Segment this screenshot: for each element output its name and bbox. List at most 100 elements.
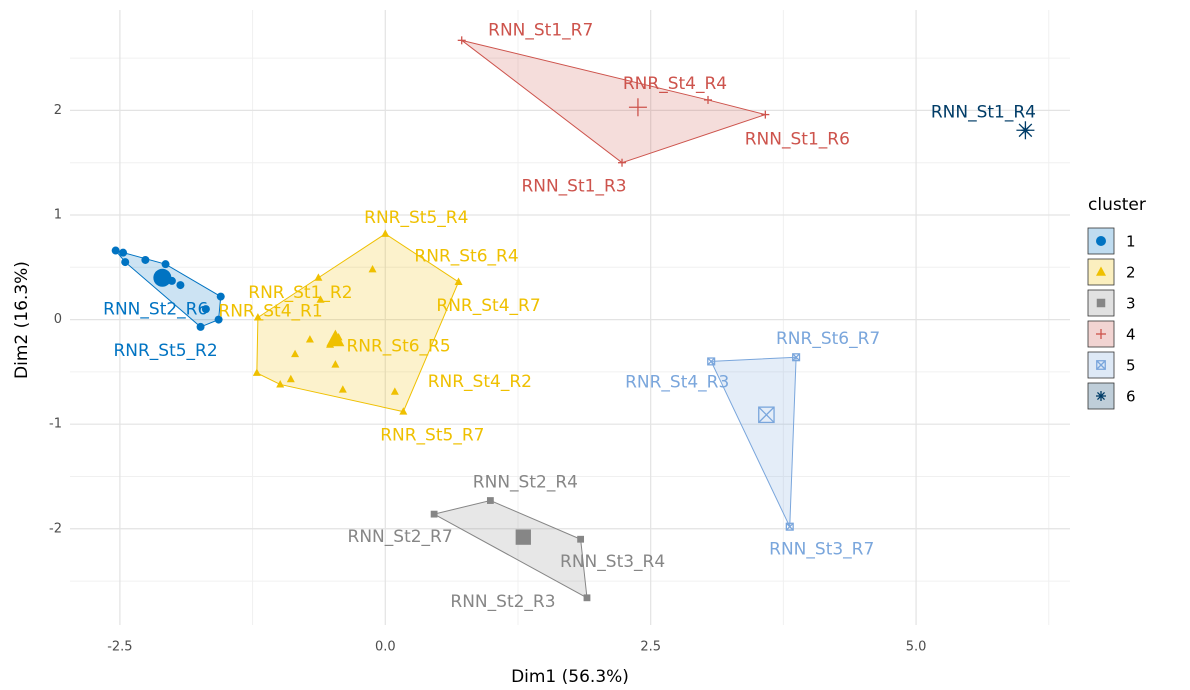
- legend-label: 5: [1126, 357, 1136, 375]
- marker: [338, 385, 347, 393]
- marker-shape: [316, 295, 325, 303]
- y-tick-label: 0: [54, 312, 62, 327]
- y-tick-label: -1: [49, 417, 62, 432]
- marker-shape: [785, 522, 794, 531]
- point-label: RNR_St6_R4: [414, 246, 518, 266]
- marker-shape: [252, 368, 261, 376]
- marker: [196, 322, 205, 331]
- legend-title: cluster: [1088, 195, 1146, 215]
- point-label: RNN_St2_R6: [103, 300, 208, 320]
- marker-shape: [153, 268, 172, 287]
- marker: [1096, 329, 1106, 339]
- marker-shape: [253, 313, 262, 321]
- cluster-hull: [710, 356, 797, 527]
- marker: [316, 295, 325, 303]
- marker-shape: [305, 335, 314, 343]
- marker-shape: [121, 258, 130, 267]
- marker-shape: [486, 497, 494, 504]
- marker: [618, 158, 627, 167]
- marker-shape: [291, 349, 300, 358]
- marker: [1096, 236, 1106, 246]
- marker: [1096, 391, 1106, 401]
- marker-shape: [176, 281, 185, 290]
- marker-shape: [515, 529, 531, 545]
- marker: [792, 353, 801, 362]
- point-label: RNR_St5_R7: [380, 426, 484, 446]
- points: [111, 36, 1035, 602]
- marker: [1096, 266, 1106, 276]
- legend-label: 1: [1126, 233, 1136, 251]
- marker-shape: [201, 305, 210, 314]
- marker: [253, 313, 262, 321]
- marker: [276, 380, 285, 388]
- marker-shape: [390, 387, 399, 395]
- marker: [305, 335, 314, 343]
- point-label: RNR_St4_R7: [436, 296, 540, 316]
- point-label: RNN_St3_R4: [560, 552, 665, 572]
- marker-shape: [792, 353, 800, 362]
- marker: [704, 95, 713, 104]
- marker: [214, 315, 223, 324]
- legend-label: 3: [1126, 295, 1136, 313]
- marker: [381, 229, 390, 237]
- marker: [291, 349, 300, 358]
- marker-shape: [161, 260, 170, 269]
- marker-shape: [583, 594, 591, 602]
- legend-key: [1087, 382, 1115, 410]
- marker: [454, 277, 463, 285]
- marker: [390, 387, 399, 395]
- marker: [486, 497, 494, 504]
- marker: [119, 248, 128, 257]
- marker-shape: [368, 264, 377, 273]
- marker-shape: [381, 229, 390, 237]
- x-tick-label: 5.0: [906, 640, 927, 655]
- point-label: RNR_St4_R1: [218, 302, 322, 322]
- grid: [70, 10, 1070, 625]
- marker-shape: [1096, 360, 1106, 370]
- marker: [176, 281, 185, 290]
- hulls: [114, 39, 797, 599]
- point-label: RNR_St1_R2: [248, 283, 352, 303]
- marker-shape: [326, 329, 345, 347]
- marker-shape: [286, 374, 295, 383]
- legend-label: 6: [1126, 388, 1136, 406]
- point-label: RNN_St1_R7: [488, 20, 593, 40]
- marker: [457, 36, 466, 45]
- marker-shape: [216, 292, 225, 301]
- marker: [121, 258, 130, 267]
- marker: [331, 360, 340, 368]
- cluster-center: [628, 98, 647, 117]
- point-label: RNN_St1_R3: [521, 177, 626, 197]
- point-label: RNN_St3_R7: [769, 540, 874, 560]
- marker-shape: [758, 406, 775, 424]
- marker-shape: [1096, 266, 1106, 276]
- marker: [1096, 298, 1106, 308]
- marker-shape: [314, 273, 323, 281]
- point-label: RNR_St5_R2: [113, 341, 217, 361]
- marker: [761, 110, 770, 119]
- marker-shape: [141, 255, 150, 264]
- y-tick-label: 1: [54, 208, 62, 223]
- marker: [141, 255, 150, 264]
- marker-shape: [454, 277, 463, 285]
- marker: [201, 305, 210, 314]
- marker-shape: [577, 535, 585, 543]
- point-label: RNR_St6_R7: [776, 329, 880, 349]
- x-tick-label: -2.5: [107, 640, 132, 655]
- y-axis-title: Dim2 (16.3%): [12, 261, 32, 379]
- point-label: RNR_St4_R2: [428, 372, 532, 392]
- marker-shape: [276, 380, 285, 388]
- marker-shape: [785, 522, 794, 531]
- legend-label: 4: [1126, 326, 1136, 344]
- cluster-center: [1016, 121, 1035, 140]
- marker-shape: [792, 353, 801, 362]
- marker: [1096, 360, 1106, 370]
- point-label: RNN_St1_R4: [931, 102, 1036, 122]
- point-label: RNR_St4_R3: [625, 372, 729, 392]
- cluster-center: [515, 529, 531, 545]
- y-tick-label: -2: [49, 521, 62, 536]
- marker: [368, 264, 377, 273]
- marker: [216, 292, 225, 301]
- marker-shape: [758, 406, 775, 423]
